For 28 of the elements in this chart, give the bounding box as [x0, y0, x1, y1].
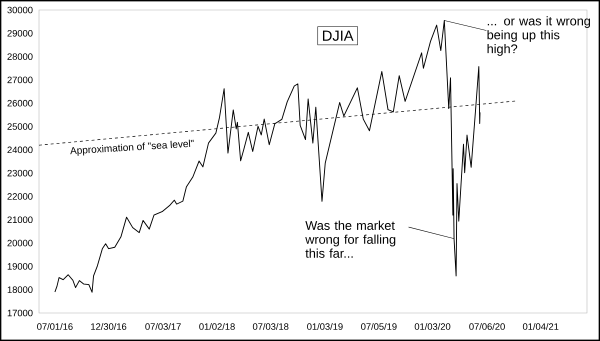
y-tick-label: 19000 [8, 263, 33, 270]
y-tick-label: 24000 [7, 146, 33, 154]
x-tick-label: 01/02/18 [199, 323, 235, 330]
x-tick-label: 07/01/16 [37, 323, 73, 330]
text: DJIA [322, 30, 354, 41]
x-tick-label: 07/03/18 [252, 323, 288, 330]
y-tick-label: 20000 [7, 240, 33, 246]
y-tick-label: 30000 [7, 6, 33, 14]
y-tick-label: 28000 [7, 53, 33, 60]
x-tick-label: 12/30/16 [91, 323, 126, 330]
y-tick-label: 22000 [7, 193, 33, 200]
y-tick-label: 29000 [7, 30, 33, 37]
x-tick-label: 07/06/20 [469, 323, 505, 330]
annotation: Was the market wrong for falling this far... [305, 220, 396, 258]
annotation: Approximation of "sea level" [70, 140, 194, 156]
x-tick-label: 07/05/19 [361, 323, 397, 330]
y-tick-label: 26000 [7, 100, 33, 107]
y-tick-label: 17000 [8, 310, 33, 316]
y-tick-label: 18000 [8, 286, 33, 293]
x-tick-label: 01/03/20 [414, 323, 450, 330]
y-tick-label: 27000 [7, 76, 33, 84]
y-tick-label: 25000 [7, 123, 33, 130]
annotation: ... or was it wrong being up this high? [487, 16, 590, 56]
x-tick-label: 01/04/21 [522, 323, 558, 330]
y-tick-label: 23000 [7, 170, 33, 176]
x-tick-label: 07/03/17 [145, 323, 181, 330]
y-tick-label: 21000 [7, 216, 33, 224]
x-tick-label: 01/03/19 [307, 323, 343, 330]
